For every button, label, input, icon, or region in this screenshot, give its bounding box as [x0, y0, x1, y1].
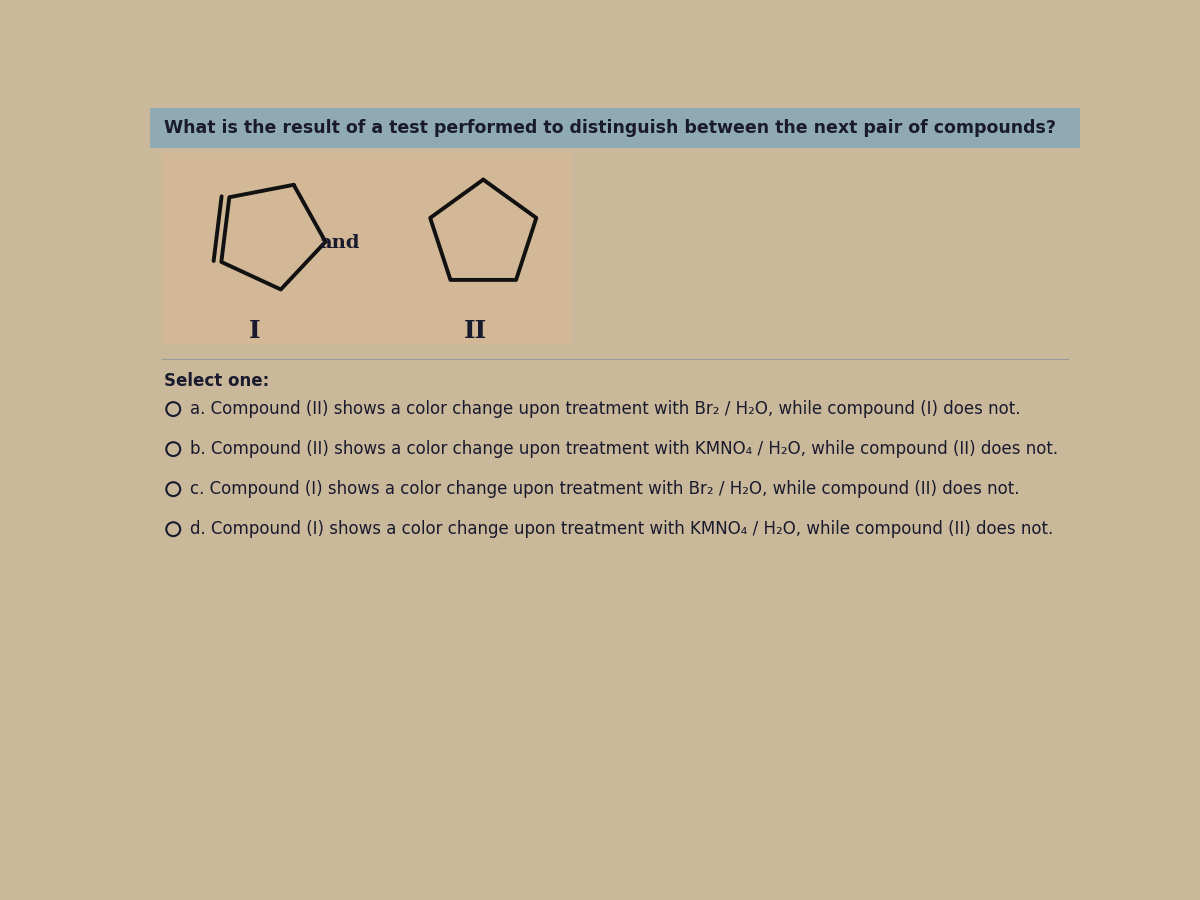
Bar — [150, 108, 1080, 148]
Text: II: II — [464, 320, 487, 343]
Text: Select one:: Select one: — [164, 372, 269, 390]
Text: b. Compound (II) shows a color change upon treatment with KMNO₄ / H₂O, while com: b. Compound (II) shows a color change up… — [191, 440, 1058, 458]
Text: c. Compound (I) shows a color change upon treatment with Br₂ / H₂O, while compou: c. Compound (I) shows a color change upo… — [191, 481, 1020, 499]
Text: d. Compound (I) shows a color change upon treatment with KMNO₄ / H₂O, while comp: d. Compound (I) shows a color change upo… — [191, 520, 1054, 538]
Text: What is the result of a test performed to distinguish between the next pair of c: What is the result of a test performed t… — [164, 119, 1056, 137]
Text: a. Compound (II) shows a color change upon treatment with Br₂ / H₂O, while compo: a. Compound (II) shows a color change up… — [191, 400, 1021, 418]
Bar — [162, 153, 572, 346]
Text: I: I — [248, 320, 260, 343]
Text: and: and — [319, 234, 360, 252]
